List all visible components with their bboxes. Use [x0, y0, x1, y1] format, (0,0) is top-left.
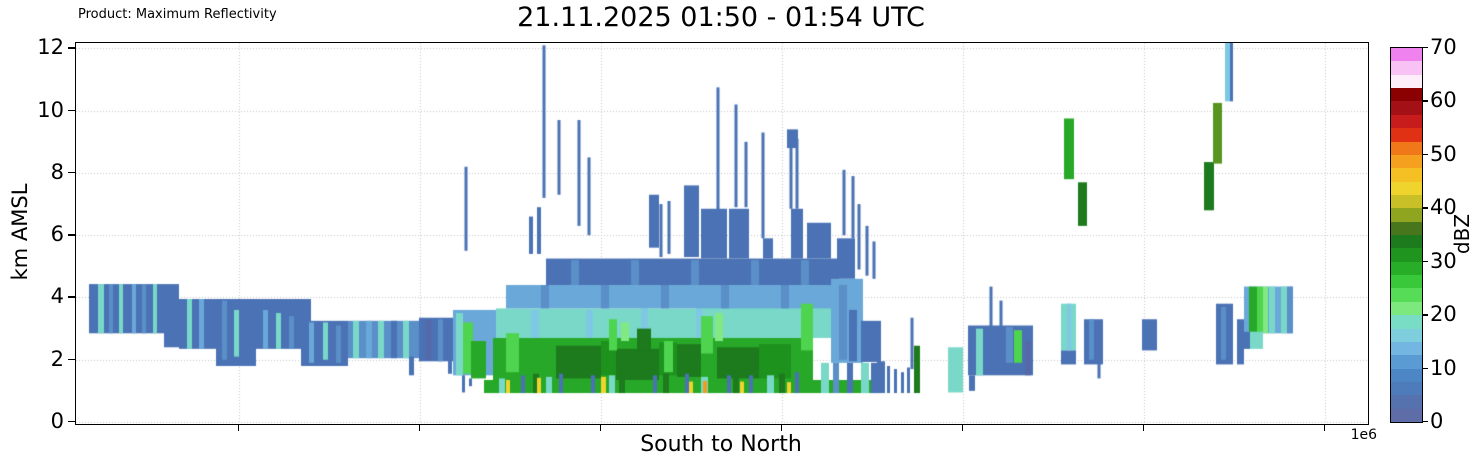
y-tick-label: 12: [37, 35, 64, 60]
colorbar-tick-label: 70: [1430, 35, 1457, 59]
colorbar-segment: [1391, 234, 1422, 249]
x-tick-mark: [419, 424, 421, 431]
colorbar: [1390, 47, 1423, 423]
chart-title: 21.11.2025 01:50 - 01:54 UTC: [517, 2, 925, 33]
colorbar-segment: [1391, 114, 1422, 129]
colorbar-label: dBZ: [1450, 213, 1474, 255]
x-tick-mark: [238, 424, 240, 431]
colorbar-segment: [1391, 381, 1422, 396]
colorbar-segment: [1391, 47, 1422, 62]
colorbar-segment: [1391, 341, 1422, 356]
colorbar-segment: [1391, 154, 1422, 169]
y-tick-label: 10: [37, 97, 64, 122]
colorbar-tick-mark: [1422, 153, 1428, 156]
colorbar-segment: [1391, 127, 1422, 142]
x-axis-label: South to North: [640, 432, 802, 457]
colorbar-segment: [1391, 221, 1422, 235]
y-tick-mark: [68, 234, 75, 236]
colorbar-segment: [1391, 287, 1422, 302]
y-tick-label: 0: [50, 409, 64, 433]
y-tick-label: 8: [50, 159, 64, 184]
colorbar-segment: [1391, 87, 1422, 102]
colorbar-segment: [1391, 207, 1422, 222]
colorbar-tick-label: 0: [1430, 409, 1444, 433]
colorbar-tick-label: 10: [1430, 355, 1457, 380]
y-tick-mark: [68, 47, 75, 49]
colorbar-tick-mark: [1422, 260, 1428, 263]
y-tick-mark: [68, 171, 75, 174]
product-label: Product: Maximum Reflectivity: [78, 7, 277, 22]
x-tick-mark: [1143, 424, 1145, 431]
colorbar-tick-mark: [1422, 100, 1428, 102]
colorbar-segment: [1391, 194, 1422, 209]
y-tick-mark: [68, 296, 75, 298]
colorbar-tick-label: 30: [1430, 248, 1457, 273]
colorbar-tick-label: 40: [1430, 195, 1457, 220]
colorbar-tick-label: 50: [1430, 141, 1457, 166]
colorbar-segment: [1391, 328, 1422, 342]
colorbar-tick-mark: [1422, 207, 1428, 209]
colorbar-segment: [1391, 354, 1422, 369]
y-tick-label: 4: [50, 284, 64, 309]
y-tick-label: 6: [50, 222, 64, 247]
colorbar-tick-label: 20: [1430, 302, 1457, 327]
reflectivity-heatmap-canvas: [76, 43, 1368, 424]
colorbar-tick-mark: [1422, 421, 1428, 423]
colorbar-segment: [1391, 368, 1422, 382]
x-tick-mark: [781, 424, 783, 431]
x-tick-mark: [1324, 424, 1326, 431]
y-tick-mark: [68, 358, 75, 361]
y-tick-mark: [68, 421, 75, 423]
x-tick-mark: [600, 424, 602, 431]
colorbar-segment: [1391, 181, 1422, 195]
colorbar-segment: [1391, 261, 1422, 276]
colorbar-segment: [1391, 167, 1422, 182]
colorbar-tick-mark: [1422, 47, 1428, 49]
colorbar-segment: [1391, 408, 1422, 422]
colorbar-segment: [1391, 301, 1422, 316]
colorbar-segment: [1391, 74, 1422, 89]
colorbar-segment: [1391, 394, 1422, 409]
colorbar-segment: [1391, 247, 1422, 262]
colorbar-segment: [1391, 100, 1422, 115]
y-tick-label: 2: [50, 346, 64, 371]
colorbar-segment: [1391, 60, 1422, 75]
plot-area: [75, 42, 1369, 425]
colorbar-tick-label: 60: [1430, 88, 1457, 113]
colorbar-tick-mark: [1422, 367, 1428, 369]
colorbar-segment: [1391, 274, 1422, 289]
colorbar-segment: [1391, 314, 1422, 329]
colorbar-segment: [1391, 141, 1422, 155]
colorbar-tick-mark: [1422, 314, 1428, 316]
y-tick-mark: [68, 109, 75, 112]
x-tick-mark: [962, 424, 964, 431]
x-axis-offset-label: 1e6: [1350, 427, 1377, 443]
